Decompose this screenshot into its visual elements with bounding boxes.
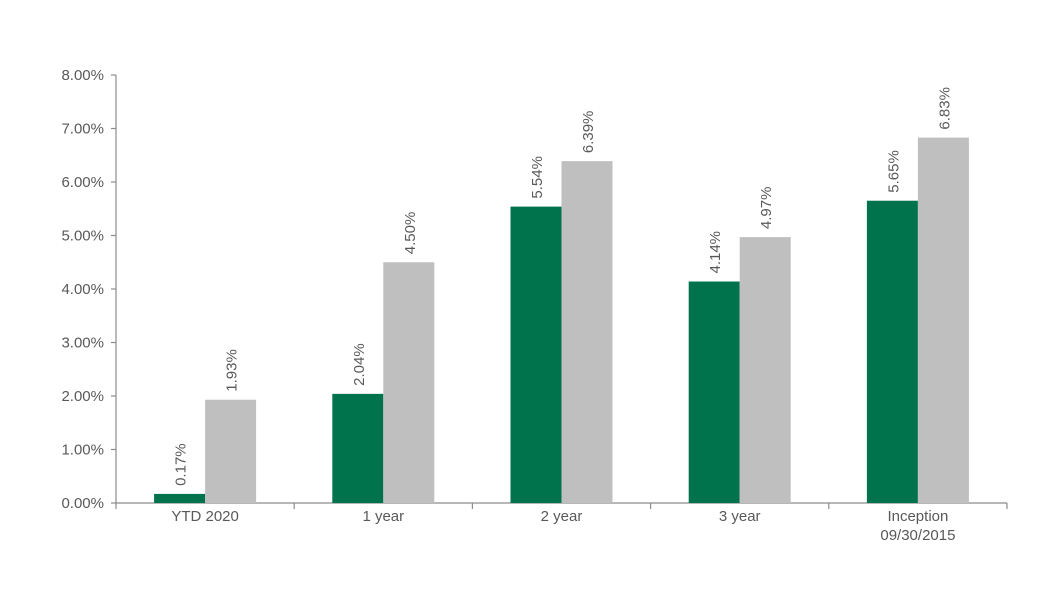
data-label: 5.54% [529, 156, 546, 199]
y-tick-label: 0.00% [61, 495, 104, 512]
x-tick-label: Inception 09/30/2015 [880, 508, 955, 544]
data-label: 6.83% [936, 87, 953, 130]
data-label: 4.14% [707, 231, 724, 274]
x-tick-label: YTD 2020 [171, 508, 239, 525]
bar-series-1 [154, 493, 206, 503]
bar-series-2 [917, 137, 969, 503]
bar-series-2 [561, 161, 613, 503]
x-tick-label: 3 year [719, 508, 761, 525]
data-label: 0.17% [173, 443, 190, 486]
data-labels: 0.17% 2.04% 5.54% 4.14% 5.65% 1.93% 4.50% 6.39%… [173, 87, 954, 486]
x-axis: YTD 2020 1 year 2 year 3 year Inception 09/30… [115, 502, 1008, 544]
y-axis: 0.00% 1.00% 2.00% 3.00% 4.00% 5.00% 6.00% 7.00%… [61, 67, 117, 512]
bars [154, 137, 969, 504]
bar-series-1 [688, 281, 740, 503]
bar-series-2 [739, 237, 791, 504]
x-tick-label: 1 year [362, 508, 404, 525]
data-label: 1.93% [224, 349, 241, 392]
y-tick-label: 6.00% [61, 174, 104, 191]
y-tick-label: 5.00% [61, 228, 104, 245]
y-tick-label: 1.00% [61, 442, 104, 459]
bar-series-1 [510, 206, 562, 504]
y-tick-label: 3.00% [61, 335, 104, 352]
data-label: 4.50% [402, 212, 419, 255]
y-tick-label: 2.00% [61, 388, 104, 405]
bar-series-2 [205, 399, 257, 503]
data-label: 4.97% [758, 187, 775, 230]
y-tick-label: 8.00% [61, 67, 104, 84]
x-tick-label: 2 year [541, 508, 583, 525]
y-tick-label: 4.00% [61, 281, 104, 298]
bar-series-2 [383, 262, 435, 503]
bar-series-1 [332, 393, 384, 503]
bar-series-1 [866, 200, 918, 503]
data-label: 5.65% [885, 150, 902, 193]
data-label: 2.04% [351, 343, 368, 386]
y-tick-label: 7.00% [61, 121, 104, 138]
data-label: 6.39% [580, 111, 597, 154]
